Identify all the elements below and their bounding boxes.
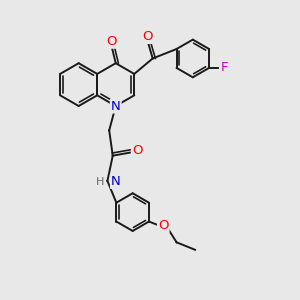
Text: N: N: [111, 100, 121, 112]
Text: H: H: [95, 176, 104, 187]
Text: O: O: [132, 144, 142, 157]
Text: F: F: [221, 61, 228, 74]
Text: N: N: [111, 175, 121, 188]
Text: O: O: [106, 35, 116, 48]
Text: O: O: [142, 30, 153, 43]
Text: O: O: [158, 220, 169, 232]
